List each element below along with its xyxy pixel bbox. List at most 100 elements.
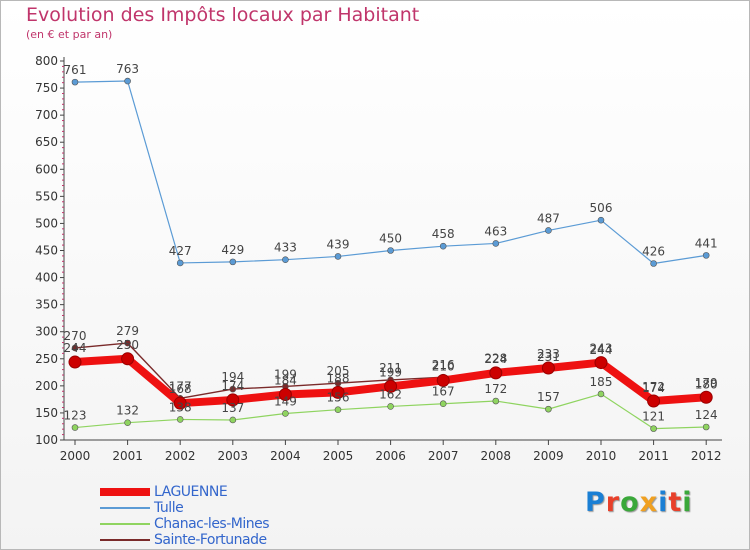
data-label-chanac-les-mines: 156 — [327, 391, 350, 405]
data-label-tulle: 427 — [169, 244, 192, 258]
data-point-tulle — [439, 242, 447, 250]
data-label-sainte-fortunade: 177 — [169, 379, 192, 393]
data-point-laguenne — [173, 396, 187, 410]
data-point-tulle — [334, 253, 342, 260]
data-label-sainte-fortunade: 174 — [642, 381, 665, 395]
series-layer — [68, 77, 713, 432]
data-point-laguenne — [436, 373, 450, 387]
y-tick-label: 300 — [35, 325, 58, 339]
data-label-laguenne: 244 — [64, 341, 87, 355]
data-point-chanac-les-mines — [597, 390, 605, 398]
x-tick-label: 2006 — [375, 449, 406, 463]
data-point-tulle — [702, 252, 710, 259]
data-point-chanac-les-mines — [492, 397, 500, 405]
x-tick-label: 2010 — [586, 449, 617, 463]
data-label-sainte-fortunade: 231 — [537, 350, 560, 364]
x-tick-label: 2003 — [218, 449, 249, 463]
data-point-laguenne — [541, 361, 555, 375]
data-point-laguenne — [121, 352, 135, 366]
x-tick-label: 2011 — [638, 449, 669, 463]
data-point-sainte-fortunade — [229, 385, 237, 393]
legend-swatch-laguenne — [100, 488, 150, 496]
x-tick-label: 2000 — [60, 449, 91, 463]
data-label-sainte-fortunade: 180 — [695, 378, 718, 392]
y-tick-label: 400 — [35, 271, 58, 285]
x-tick-label: 2009 — [533, 449, 564, 463]
data-label-laguenne: 250 — [116, 338, 139, 352]
logo-letter: i — [682, 487, 693, 518]
data-label-tulle: 429 — [221, 243, 244, 257]
data-label-chanac-les-mines: 157 — [537, 390, 560, 404]
x-tick-label: 2005 — [323, 449, 354, 463]
data-label-chanac-les-mines: 124 — [695, 408, 718, 422]
y-tick-label: 500 — [35, 216, 58, 230]
y-tick-label: 200 — [35, 379, 58, 393]
data-point-laguenne — [226, 393, 240, 407]
data-label-chanac-les-mines: 185 — [590, 375, 613, 389]
data-label-chanac-les-mines: 149 — [274, 394, 297, 408]
data-point-tulle — [176, 259, 184, 267]
y-tick-label: 600 — [35, 162, 58, 176]
axes: 100 150 200 250 300 350 400 450 500 550 600 650 700 7… — [35, 54, 722, 463]
data-point-chanac-les-mines — [229, 416, 237, 424]
data-point-chanac-les-mines — [176, 416, 184, 423]
data-point-chanac-les-mines — [282, 410, 289, 417]
data-point-tulle — [597, 216, 605, 224]
legend-swatch-chanac-les-mines — [100, 523, 150, 525]
logo-letter: x — [639, 487, 659, 518]
data-point-tulle — [387, 247, 394, 254]
x-tick-label: 2012 — [691, 449, 722, 463]
data-point-chanac-les-mines — [124, 419, 131, 426]
data-point-chanac-les-mines — [439, 400, 447, 408]
data-label-chanac-les-mines: 172 — [484, 382, 507, 396]
legend-label-tulle: Tulle — [154, 500, 184, 516]
data-point-chanac-les-mines — [702, 423, 710, 431]
data-label-sainte-fortunade: 199 — [274, 367, 297, 381]
data-point-laguenne — [699, 390, 713, 404]
x-tick-label: 2004 — [270, 449, 301, 463]
data-label-laguenne: 233 — [537, 347, 560, 361]
data-point-tulle — [124, 77, 131, 85]
data-point-tulle — [282, 256, 289, 264]
data-point-tulle — [229, 258, 237, 266]
data-point-laguenne — [331, 385, 345, 399]
chart-subtitle: (en € et par an) — [26, 28, 113, 41]
data-point-tulle — [492, 240, 500, 247]
data-label-tulle: 433 — [274, 241, 297, 255]
data-point-sainte-fortunade — [124, 339, 131, 347]
logo-letter: P — [585, 487, 606, 518]
data-label-tulle: 458 — [432, 227, 455, 241]
data-label-chanac-les-mines: 162 — [379, 387, 402, 401]
logo-letter: i — [658, 487, 669, 518]
data-point-chanac-les-mines — [387, 403, 394, 410]
data-labels-layer: 244 250 168 174 184 188 199 210 224 233 243 172 179 7… — [64, 62, 718, 424]
data-label-sainte-fortunade: 270 — [64, 329, 87, 343]
data-label-sainte-fortunade: 279 — [116, 324, 139, 338]
data-label-sainte-fortunade: 205 — [327, 364, 350, 378]
data-point-laguenne — [68, 355, 82, 369]
chart-title: Evolution des Impôts locaux par Habitant — [26, 4, 420, 26]
data-label-laguenne: 174 — [221, 379, 244, 393]
data-label-laguenne: 172 — [642, 380, 665, 394]
data-point-tulle — [650, 260, 657, 267]
data-point-laguenne — [384, 379, 398, 393]
data-label-laguenne: 210 — [432, 359, 455, 373]
data-label-sainte-fortunade: 228 — [484, 352, 507, 366]
data-label-chanac-les-mines: 121 — [642, 410, 665, 424]
data-label-sainte-fortunade: 194 — [221, 370, 244, 384]
data-label-sainte-fortunade: 244 — [590, 343, 613, 357]
data-point-chanac-les-mines — [71, 424, 79, 431]
data-label-chanac-les-mines: 123 — [64, 409, 87, 423]
data-point-sainte-fortunade — [71, 344, 79, 352]
y-tick-label: 700 — [35, 108, 58, 122]
data-point-laguenne — [489, 366, 503, 380]
y-tick-label: 150 — [35, 406, 58, 420]
data-label-chanac-les-mines: 132 — [116, 404, 139, 418]
data-point-tulle — [71, 78, 79, 86]
y-tick-label: 350 — [35, 298, 58, 312]
data-label-tulle: 439 — [327, 237, 350, 251]
logo-letter: r — [605, 487, 621, 518]
x-tick-label: 2007 — [428, 449, 459, 463]
